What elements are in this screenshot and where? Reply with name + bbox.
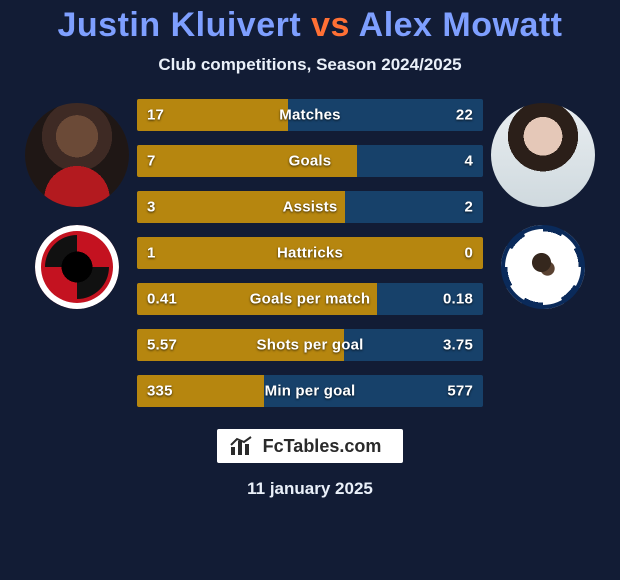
stat-label: Goals per match	[250, 291, 371, 308]
title-player-left: Justin Kluivert	[58, 6, 302, 44]
comparison-card: Justin Kluivert vs Alex Mowatt Club comp…	[0, 0, 620, 580]
stat-row: 5.57 3.75 Shots per goal	[137, 329, 483, 361]
brand-box: FcTables.com	[217, 429, 404, 463]
stat-value-right: 0	[464, 245, 473, 262]
club-left-crest	[35, 225, 119, 309]
stat-row: 335 577 Min per goal	[137, 375, 483, 407]
stat-label: Assists	[283, 199, 338, 216]
stat-value-right: 2	[464, 199, 473, 216]
stat-row: 1 0 Hattricks	[137, 237, 483, 269]
stat-value-left: 3	[147, 199, 156, 216]
right-column	[483, 99, 603, 309]
subtitle: Club competitions, Season 2024/2025	[158, 55, 461, 75]
stat-value-left: 1	[147, 245, 156, 262]
left-column	[17, 99, 137, 309]
footer-date: 11 january 2025	[247, 479, 373, 499]
player-right-avatar	[491, 103, 595, 207]
stat-value-left: 0.41	[147, 291, 177, 308]
stat-label: Min per goal	[265, 383, 356, 400]
stat-value-right: 577	[447, 383, 473, 400]
stat-bar-right	[345, 191, 483, 223]
stat-label: Goals	[289, 153, 332, 170]
stat-row: 17 22 Matches	[137, 99, 483, 131]
stat-value-left: 5.57	[147, 337, 177, 354]
stat-value-right: 3.75	[443, 337, 473, 354]
page-title: Justin Kluivert vs Alex Mowatt	[58, 6, 563, 45]
title-player-right: Alex Mowatt	[359, 6, 563, 44]
stat-value-left: 335	[147, 383, 173, 400]
stat-value-right: 0.18	[443, 291, 473, 308]
stat-label: Hattricks	[277, 245, 343, 262]
club-right-crest	[501, 225, 585, 309]
stat-value-left: 17	[147, 107, 164, 124]
brand-text: FcTables.com	[263, 436, 382, 457]
stat-label: Matches	[279, 107, 340, 124]
stat-value-left: 7	[147, 153, 156, 170]
stat-row: 0.41 0.18 Goals per match	[137, 283, 483, 315]
player-left-avatar	[25, 103, 129, 207]
stat-row: 3 2 Assists	[137, 191, 483, 223]
stat-label: Shots per goal	[257, 337, 364, 354]
stat-value-right: 22	[456, 107, 473, 124]
comparison-bars: 17 22 Matches 7 4 Goals 3 2 Assists 1 0 Hattricks 0.…	[137, 99, 483, 407]
main-row: 17 22 Matches 7 4 Goals 3 2 Assists 1 0 Hattricks 0.…	[0, 99, 620, 407]
title-vs: vs	[311, 6, 350, 44]
stat-row: 7 4 Goals	[137, 145, 483, 177]
stat-value-right: 4	[464, 153, 473, 170]
brand-chart-icon	[229, 435, 255, 457]
